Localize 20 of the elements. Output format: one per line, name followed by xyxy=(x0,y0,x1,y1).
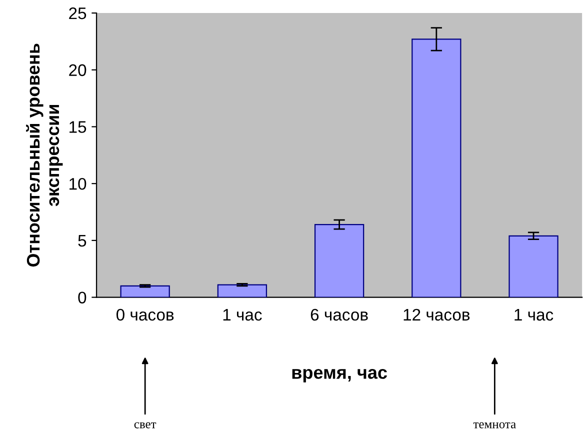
x-tick-label: 1 час xyxy=(223,309,262,321)
text: темнота xyxy=(473,422,516,428)
bar xyxy=(314,224,364,298)
y-tick-label: 10 xyxy=(70,178,86,190)
bar xyxy=(412,38,462,298)
x-axis-title: время, час xyxy=(292,368,387,382)
x-tick-label: 1 час xyxy=(514,309,554,321)
bar xyxy=(508,235,558,298)
bar xyxy=(120,285,170,298)
y-axis-title: Относительный уровень экспрессии xyxy=(26,44,63,267)
x-tick-label: 6 часов xyxy=(310,308,368,321)
bar xyxy=(217,284,268,298)
y-tick-label: 15 xyxy=(70,121,86,133)
x-tick-label: 0 часов xyxy=(116,308,174,321)
y-tick-label: 5 xyxy=(78,235,86,247)
y-tick-label: 25 xyxy=(69,7,86,20)
y-tick-label: 20 xyxy=(69,64,86,76)
y-tick-label: 0 xyxy=(78,292,86,304)
x-tick-label: 12 часов xyxy=(404,308,470,321)
text: свет xyxy=(134,422,156,428)
